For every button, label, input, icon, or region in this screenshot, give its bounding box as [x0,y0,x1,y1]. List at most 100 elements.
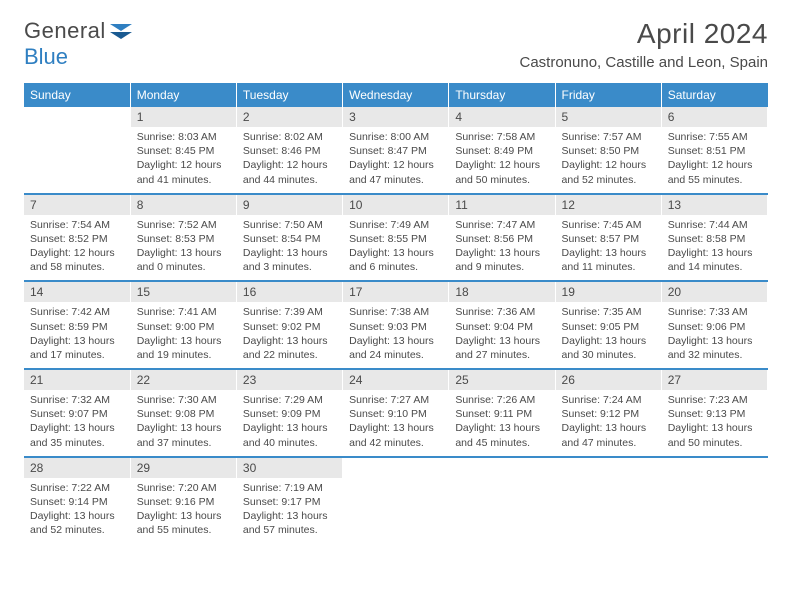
sunrise-text: Sunrise: 7:38 AM [349,305,442,319]
day-number: 11 [449,195,554,215]
day-details: Sunrise: 7:44 AMSunset: 8:58 PMDaylight:… [662,215,767,281]
day-details: Sunrise: 7:58 AMSunset: 8:49 PMDaylight:… [449,127,554,193]
calendar-cell: 17Sunrise: 7:38 AMSunset: 9:03 PMDayligh… [343,281,449,369]
calendar-cell: 19Sunrise: 7:35 AMSunset: 9:05 PMDayligh… [555,281,661,369]
daylight-text: Daylight: 13 hours and 35 minutes. [30,421,124,449]
sunrise-text: Sunrise: 7:49 AM [349,218,442,232]
day-details: Sunrise: 8:02 AMSunset: 8:46 PMDaylight:… [237,127,342,193]
day-details: Sunrise: 7:33 AMSunset: 9:06 PMDaylight:… [662,302,767,368]
day-details: Sunrise: 7:39 AMSunset: 9:02 PMDaylight:… [237,302,342,368]
calendar-cell: 28Sunrise: 7:22 AMSunset: 9:14 PMDayligh… [24,457,130,544]
sunset-text: Sunset: 9:04 PM [455,320,548,334]
day-details: Sunrise: 8:03 AMSunset: 8:45 PMDaylight:… [131,127,236,193]
day-header: Friday [555,83,661,107]
day-number: 5 [556,107,661,127]
calendar-cell: 16Sunrise: 7:39 AMSunset: 9:02 PMDayligh… [236,281,342,369]
day-details: Sunrise: 7:30 AMSunset: 9:08 PMDaylight:… [131,390,236,456]
calendar-cell: 2Sunrise: 8:02 AMSunset: 8:46 PMDaylight… [236,107,342,194]
sunrise-text: Sunrise: 7:44 AM [668,218,761,232]
day-number [449,458,554,476]
day-number: 20 [662,282,767,302]
sunrise-text: Sunrise: 7:22 AM [30,481,124,495]
day-details: Sunrise: 7:42 AMSunset: 8:59 PMDaylight:… [24,302,130,368]
calendar-cell: 12Sunrise: 7:45 AMSunset: 8:57 PMDayligh… [555,194,661,282]
sunrise-text: Sunrise: 7:19 AM [243,481,336,495]
month-title: April 2024 [520,18,769,50]
daylight-text: Daylight: 12 hours and 55 minutes. [668,158,761,186]
calendar-cell: 9Sunrise: 7:50 AMSunset: 8:54 PMDaylight… [236,194,342,282]
daylight-text: Daylight: 13 hours and 50 minutes. [668,421,761,449]
calendar-cell: 29Sunrise: 7:20 AMSunset: 9:16 PMDayligh… [130,457,236,544]
day-details: Sunrise: 7:45 AMSunset: 8:57 PMDaylight:… [556,215,661,281]
calendar-cell: 20Sunrise: 7:33 AMSunset: 9:06 PMDayligh… [661,281,767,369]
sunrise-text: Sunrise: 8:02 AM [243,130,336,144]
sunset-text: Sunset: 9:03 PM [349,320,442,334]
day-number: 18 [449,282,554,302]
sunset-text: Sunset: 8:47 PM [349,144,442,158]
daylight-text: Daylight: 13 hours and 40 minutes. [243,421,336,449]
calendar-head: SundayMondayTuesdayWednesdayThursdayFrid… [24,83,768,107]
calendar-cell: 11Sunrise: 7:47 AMSunset: 8:56 PMDayligh… [449,194,555,282]
day-number: 30 [237,458,342,478]
sunset-text: Sunset: 9:00 PM [137,320,230,334]
sunset-text: Sunset: 8:50 PM [562,144,655,158]
sunrise-text: Sunrise: 7:47 AM [455,218,548,232]
day-number: 29 [131,458,236,478]
sunrise-text: Sunrise: 7:30 AM [137,393,230,407]
calendar-week-row: 14Sunrise: 7:42 AMSunset: 8:59 PMDayligh… [24,281,768,369]
sunset-text: Sunset: 8:54 PM [243,232,336,246]
day-details: Sunrise: 7:47 AMSunset: 8:56 PMDaylight:… [449,215,554,281]
day-number: 14 [24,282,130,302]
day-number: 3 [343,107,448,127]
calendar-week-row: 28Sunrise: 7:22 AMSunset: 9:14 PMDayligh… [24,457,768,544]
day-number: 24 [343,370,448,390]
daylight-text: Daylight: 13 hours and 22 minutes. [243,334,336,362]
day-details: Sunrise: 7:49 AMSunset: 8:55 PMDaylight:… [343,215,448,281]
sunset-text: Sunset: 9:07 PM [30,407,124,421]
calendar-cell: 4Sunrise: 7:58 AMSunset: 8:49 PMDaylight… [449,107,555,194]
logo-flag-icon [110,22,132,40]
sunset-text: Sunset: 9:02 PM [243,320,336,334]
daylight-text: Daylight: 13 hours and 45 minutes. [455,421,548,449]
day-number: 25 [449,370,554,390]
calendar-cell: 3Sunrise: 8:00 AMSunset: 8:47 PMDaylight… [343,107,449,194]
calendar-cell: 30Sunrise: 7:19 AMSunset: 9:17 PMDayligh… [236,457,342,544]
day-header: Thursday [449,83,555,107]
day-details: Sunrise: 7:52 AMSunset: 8:53 PMDaylight:… [131,215,236,281]
sunrise-text: Sunrise: 7:26 AM [455,393,548,407]
logo: General [24,18,132,44]
calendar-cell [661,457,767,544]
sunrise-text: Sunrise: 7:33 AM [668,305,761,319]
day-number: 9 [237,195,342,215]
day-header: Saturday [661,83,767,107]
daylight-text: Daylight: 12 hours and 52 minutes. [562,158,655,186]
sunset-text: Sunset: 8:56 PM [455,232,548,246]
sunrise-text: Sunrise: 7:45 AM [562,218,655,232]
day-header: Sunday [24,83,130,107]
calendar-cell: 1Sunrise: 8:03 AMSunset: 8:45 PMDaylight… [130,107,236,194]
daylight-text: Daylight: 12 hours and 50 minutes. [455,158,548,186]
calendar-cell: 8Sunrise: 7:52 AMSunset: 8:53 PMDaylight… [130,194,236,282]
daylight-text: Daylight: 13 hours and 57 minutes. [243,509,336,537]
day-number: 19 [556,282,661,302]
day-number: 1 [131,107,236,127]
sunrise-text: Sunrise: 7:39 AM [243,305,336,319]
calendar-cell: 18Sunrise: 7:36 AMSunset: 9:04 PMDayligh… [449,281,555,369]
day-number: 8 [131,195,236,215]
day-number: 12 [556,195,661,215]
calendar-cell: 6Sunrise: 7:55 AMSunset: 8:51 PMDaylight… [661,107,767,194]
sunrise-text: Sunrise: 7:27 AM [349,393,442,407]
sunrise-text: Sunrise: 7:32 AM [30,393,124,407]
day-details: Sunrise: 7:26 AMSunset: 9:11 PMDaylight:… [449,390,554,456]
daylight-text: Daylight: 13 hours and 19 minutes. [137,334,230,362]
sunrise-text: Sunrise: 7:23 AM [668,393,761,407]
day-details: Sunrise: 8:00 AMSunset: 8:47 PMDaylight:… [343,127,448,193]
calendar-cell: 15Sunrise: 7:41 AMSunset: 9:00 PMDayligh… [130,281,236,369]
sunset-text: Sunset: 9:10 PM [349,407,442,421]
daylight-text: Daylight: 13 hours and 24 minutes. [349,334,442,362]
calendar-cell: 24Sunrise: 7:27 AMSunset: 9:10 PMDayligh… [343,369,449,457]
day-number: 28 [24,458,130,478]
day-details: Sunrise: 7:29 AMSunset: 9:09 PMDaylight:… [237,390,342,456]
sunrise-text: Sunrise: 7:41 AM [137,305,230,319]
sunrise-text: Sunrise: 7:52 AM [137,218,230,232]
